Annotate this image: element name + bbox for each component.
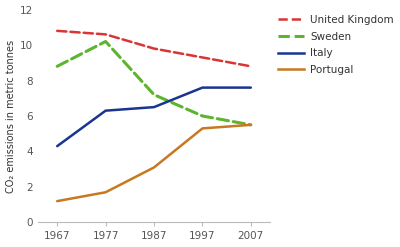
Legend: United Kingdom, Sweden, Italy, Portugal: United Kingdom, Sweden, Italy, Portugal (278, 15, 394, 75)
Y-axis label: CO₂ emissions in metric tonnes: CO₂ emissions in metric tonnes (6, 40, 16, 193)
